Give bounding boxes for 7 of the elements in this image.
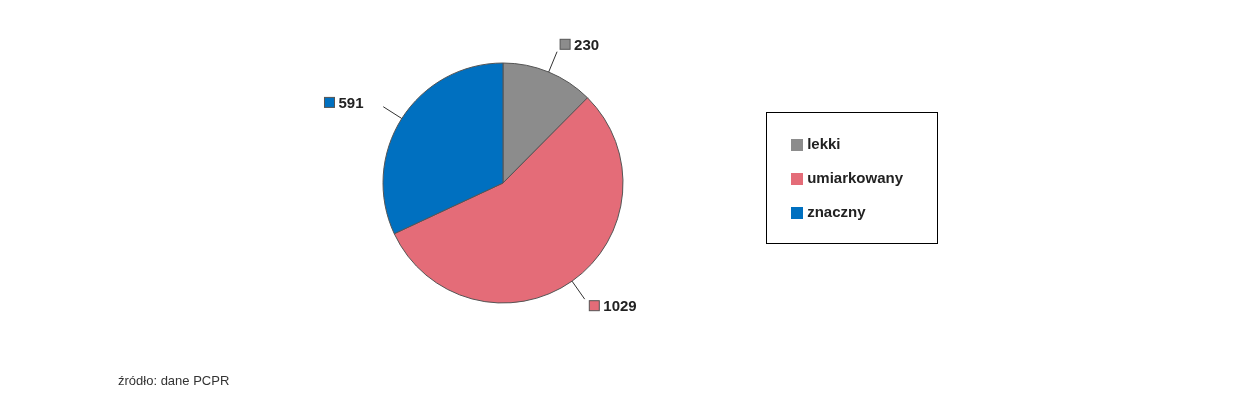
data-label: 1029 [603, 297, 637, 315]
legend-label: umiarkowany [807, 169, 903, 186]
text: źródło: dane PCPR [118, 373, 230, 388]
data-label: 230 [574, 35, 600, 53]
data-label: 591 [338, 93, 364, 111]
legend-label: lekki [807, 135, 841, 152]
legend-label: znaczny [807, 203, 866, 220]
